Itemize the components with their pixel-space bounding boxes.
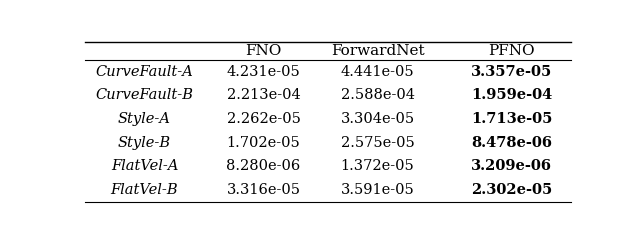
Text: 8.478e-06: 8.478e-06 bbox=[471, 136, 552, 150]
Text: 2.575e-05: 2.575e-05 bbox=[340, 136, 415, 150]
Text: 2.213e-04: 2.213e-04 bbox=[227, 88, 300, 102]
Text: 8.280e-06: 8.280e-06 bbox=[227, 159, 301, 173]
Text: ForwardNet: ForwardNet bbox=[331, 44, 424, 58]
Text: 4.441e-05: 4.441e-05 bbox=[340, 65, 415, 79]
Text: 1.702e-05: 1.702e-05 bbox=[227, 136, 300, 150]
Text: 3.304e-05: 3.304e-05 bbox=[340, 112, 415, 126]
Text: 2.588e-04: 2.588e-04 bbox=[340, 88, 415, 102]
Text: PFNO: PFNO bbox=[488, 44, 535, 58]
Text: 4.231e-05: 4.231e-05 bbox=[227, 65, 300, 79]
Text: CurveFault-A: CurveFault-A bbox=[95, 65, 193, 79]
Text: 3.316e-05: 3.316e-05 bbox=[227, 183, 301, 197]
Text: 2.302e-05: 2.302e-05 bbox=[471, 183, 552, 197]
Text: Style-A: Style-A bbox=[118, 112, 171, 126]
Text: 1.959e-04: 1.959e-04 bbox=[471, 88, 552, 102]
Text: 3.591e-05: 3.591e-05 bbox=[340, 183, 415, 197]
Text: FlatVel-B: FlatVel-B bbox=[111, 183, 179, 197]
Text: 3.209e-06: 3.209e-06 bbox=[471, 159, 552, 173]
Text: 1.713e-05: 1.713e-05 bbox=[471, 112, 552, 126]
Text: 3.357e-05: 3.357e-05 bbox=[471, 65, 552, 79]
Text: FlatVel-A: FlatVel-A bbox=[111, 159, 178, 173]
Text: FNO: FNO bbox=[245, 44, 282, 58]
Text: 2.262e-05: 2.262e-05 bbox=[227, 112, 300, 126]
Text: 1.372e-05: 1.372e-05 bbox=[340, 159, 415, 173]
Text: Style-B: Style-B bbox=[118, 136, 171, 150]
Text: CurveFault-B: CurveFault-B bbox=[95, 88, 193, 102]
